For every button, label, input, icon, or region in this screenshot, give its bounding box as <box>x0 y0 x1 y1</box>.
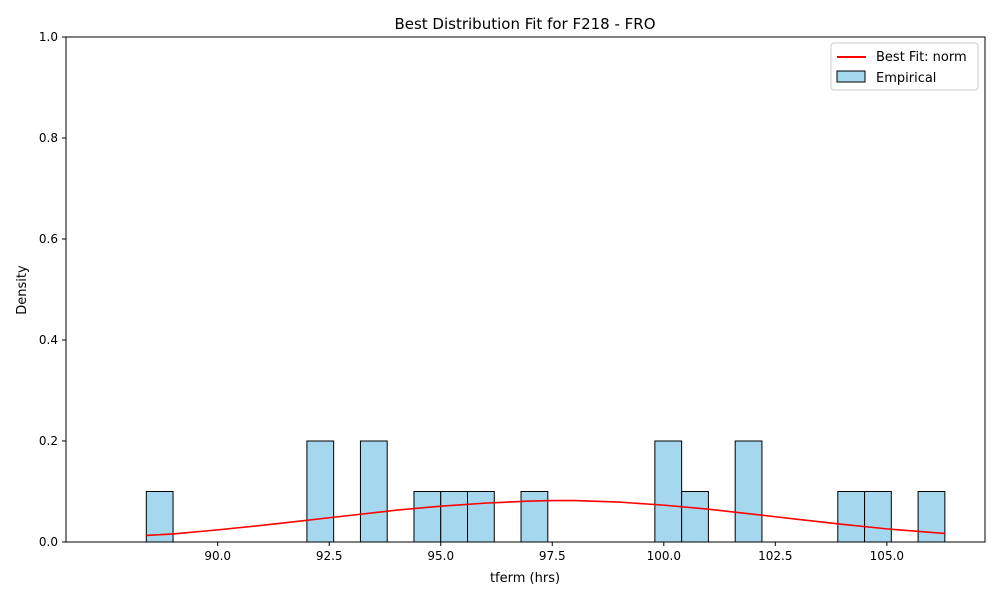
x-tick-label: 92.5 <box>316 549 343 563</box>
y-tick-label: 0.2 <box>39 434 58 448</box>
legend: Best Fit: norm Empirical <box>830 42 979 91</box>
histogram-bar-3 <box>413 491 442 543</box>
legend-box <box>830 42 979 91</box>
histogram-bar-11 <box>864 491 892 543</box>
legend-empirical-swatch <box>836 70 866 83</box>
histogram-bar-1 <box>306 440 335 543</box>
y-axis-label: Density <box>15 265 30 315</box>
y-axis-ticks: 0.0 0.2 0.4 0.6 0.8 1.0 <box>39 30 66 549</box>
histogram-bar-7 <box>654 440 683 543</box>
x-tick-label: 95.0 <box>427 549 454 563</box>
x-tick-label: 97.5 <box>539 549 566 563</box>
x-tick-label: 100.0 <box>647 549 681 563</box>
x-axis-ticks: 90.0 92.5 95.0 97.5 100.0 102.5 105.0 <box>204 542 904 563</box>
histogram-bar-6 <box>520 491 549 543</box>
x-tick-label: 90.0 <box>204 549 231 563</box>
y-tick-label: 0.6 <box>39 232 58 246</box>
histogram-bar-5 <box>467 491 495 543</box>
y-tick-label: 0.8 <box>39 131 58 145</box>
histogram-bar-4 <box>440 491 469 543</box>
histogram-bar-9 <box>734 440 763 543</box>
y-tick-label: 0.0 <box>39 535 58 549</box>
x-tick-label: 105.0 <box>870 549 904 563</box>
histogram-bar-8 <box>681 491 709 543</box>
histogram-bar-2 <box>359 440 388 543</box>
fit-line <box>146 499 945 537</box>
axes-frame <box>65 36 986 543</box>
histogram-bar-12 <box>917 491 946 543</box>
chart-title: Best Distribution Fit for F218 - FRO <box>394 15 655 33</box>
histogram-bar-10 <box>837 491 866 543</box>
x-axis-label: tferm (hrs) <box>490 571 560 586</box>
fit-line-group <box>146 499 945 537</box>
legend-fit-label: Best Fit: norm <box>876 50 967 65</box>
y-tick-label: 0.4 <box>39 333 58 347</box>
histogram-bars <box>145 440 946 543</box>
y-tick-label: 1.0 <box>39 30 58 44</box>
legend-empirical-label: Empirical <box>876 71 936 86</box>
x-tick-label: 102.5 <box>758 549 792 563</box>
plot-area <box>65 36 986 543</box>
